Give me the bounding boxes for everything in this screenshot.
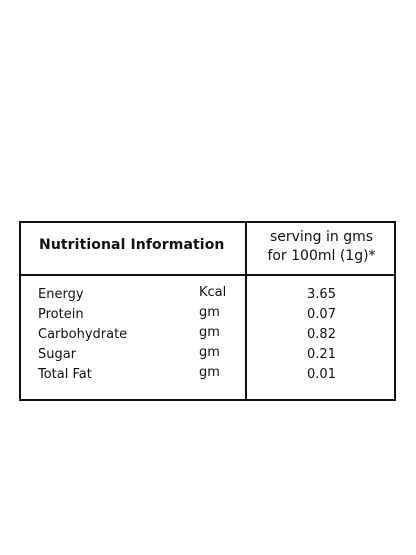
nutrient-value: 0.82 [307, 327, 336, 342]
table-row: Energy Kcal 3.65 [21, 285, 394, 305]
header-divider [21, 274, 394, 276]
nutrient-value: 3.65 [307, 287, 336, 302]
nutrient-unit: Kcal [199, 285, 227, 300]
nutrient-value: 0.01 [307, 367, 336, 382]
nutrient-name: Protein [38, 307, 84, 322]
table-row: Sugar gm 0.21 [21, 345, 394, 365]
nutrient-name: Energy [38, 287, 84, 302]
table-row: Carbohydrate gm 0.82 [21, 325, 394, 345]
nutrient-unit: gm [199, 305, 220, 320]
nutrition-table: Nutritional Information serving in gms f… [19, 221, 396, 401]
table-row: Total Fat gm 0.01 [21, 365, 394, 385]
nutrient-value: 0.21 [307, 347, 336, 362]
serving-header-line-1: serving in gms [269, 229, 374, 245]
nutrient-name: Total Fat [38, 367, 92, 382]
table-row: Protein gm 0.07 [21, 305, 394, 325]
nutrient-value: 0.07 [307, 307, 336, 322]
column-divider [245, 223, 247, 399]
nutrient-unit: gm [199, 345, 220, 360]
serving-header: serving in gms for 100ml (1g)* [247, 228, 396, 266]
nutrient-unit: gm [199, 325, 220, 340]
nutrient-unit: gm [199, 365, 220, 380]
serving-header-line-2: for 100ml (1g)* [267, 248, 376, 264]
nutrition-table-title: Nutritional Information [39, 237, 225, 253]
nutrient-rows: Energy Kcal 3.65 Protein gm 0.07 Carbohy… [21, 285, 394, 385]
nutrient-name: Carbohydrate [38, 327, 128, 342]
nutrient-name: Sugar [38, 347, 77, 362]
